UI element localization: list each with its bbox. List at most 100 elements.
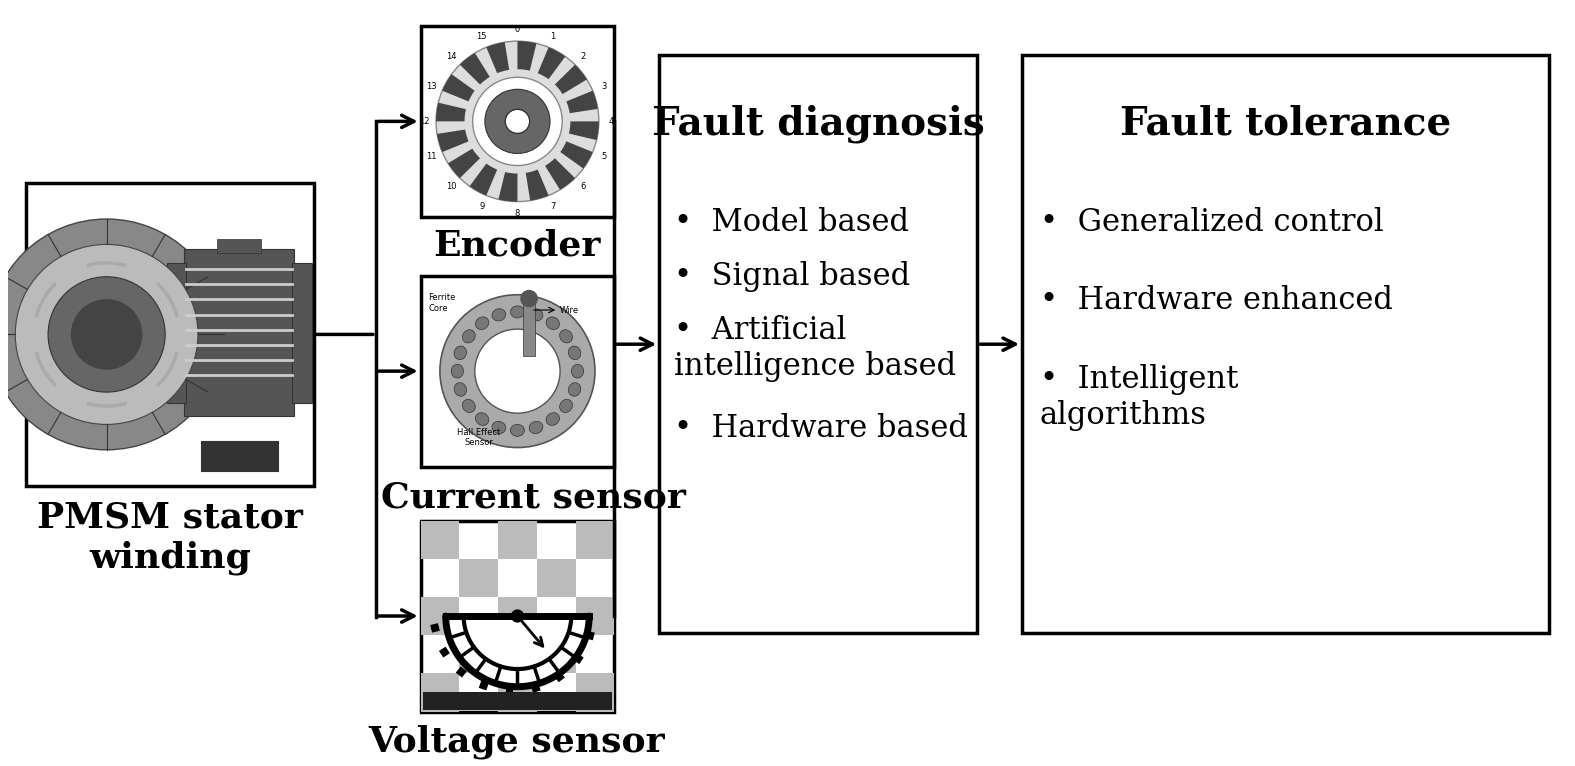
- Bar: [25, 182, 313, 486]
- Text: 5: 5: [602, 152, 606, 161]
- Circle shape: [485, 90, 550, 153]
- Circle shape: [436, 41, 598, 201]
- Bar: [217, 239, 261, 253]
- Bar: [202, 440, 277, 471]
- Text: Wire: Wire: [561, 306, 580, 315]
- Wedge shape: [554, 64, 587, 94]
- Bar: [421, 26, 614, 217]
- Circle shape: [506, 110, 529, 133]
- Ellipse shape: [569, 346, 581, 360]
- Text: 7: 7: [551, 202, 556, 211]
- Text: Voltage sensor: Voltage sensor: [369, 724, 665, 759]
- Bar: [421, 673, 460, 712]
- Text: •  Hardware based: • Hardware based: [674, 413, 969, 444]
- Text: 14: 14: [446, 52, 457, 61]
- Polygon shape: [446, 616, 589, 686]
- Bar: [1022, 55, 1548, 633]
- Wedge shape: [460, 53, 490, 84]
- Text: Encoder: Encoder: [433, 228, 600, 263]
- Bar: [479, 680, 488, 690]
- Text: 3: 3: [602, 82, 606, 90]
- Text: Current sensor: Current sensor: [381, 480, 685, 514]
- Bar: [498, 521, 537, 558]
- Text: •  Hardware enhanced: • Hardware enhanced: [1040, 286, 1392, 316]
- Wedge shape: [443, 74, 474, 101]
- Wedge shape: [569, 121, 598, 140]
- Text: 10: 10: [446, 182, 457, 191]
- Bar: [460, 635, 498, 673]
- Ellipse shape: [569, 383, 581, 396]
- Bar: [575, 673, 614, 712]
- Bar: [184, 250, 295, 417]
- Ellipse shape: [547, 413, 559, 425]
- Text: 6: 6: [581, 182, 586, 191]
- Wedge shape: [545, 159, 575, 190]
- Ellipse shape: [452, 365, 463, 378]
- Ellipse shape: [491, 421, 506, 434]
- Bar: [575, 521, 614, 558]
- Ellipse shape: [547, 317, 559, 329]
- Wedge shape: [567, 90, 598, 113]
- Bar: [167, 263, 186, 403]
- Text: •  Intelligent
algorithms: • Intelligent algorithms: [1040, 364, 1238, 430]
- Bar: [531, 683, 540, 693]
- Ellipse shape: [559, 399, 572, 413]
- Text: Fault diagnosis: Fault diagnosis: [652, 104, 984, 142]
- Wedge shape: [498, 172, 518, 201]
- Text: 12: 12: [419, 117, 430, 126]
- Text: 2: 2: [581, 52, 586, 61]
- Text: •  Artificial
intelligence based: • Artificial intelligence based: [674, 315, 956, 381]
- Text: Ferrite
Core: Ferrite Core: [428, 293, 455, 313]
- Bar: [498, 673, 537, 712]
- Text: Hall Effect
Sensor: Hall Effect Sensor: [457, 427, 501, 447]
- Bar: [421, 521, 614, 712]
- Ellipse shape: [476, 413, 488, 425]
- Ellipse shape: [491, 309, 506, 321]
- Wedge shape: [487, 42, 509, 74]
- Wedge shape: [436, 129, 468, 152]
- Text: 4: 4: [608, 117, 613, 126]
- Bar: [658, 55, 976, 633]
- Ellipse shape: [510, 424, 524, 437]
- Text: 0: 0: [515, 25, 520, 34]
- Bar: [537, 635, 575, 673]
- Circle shape: [474, 329, 561, 413]
- Ellipse shape: [454, 346, 466, 360]
- Ellipse shape: [510, 306, 524, 318]
- Bar: [439, 647, 450, 657]
- Ellipse shape: [559, 329, 572, 343]
- Text: 9: 9: [479, 202, 485, 211]
- Circle shape: [512, 611, 523, 622]
- Bar: [573, 653, 584, 664]
- Ellipse shape: [454, 383, 466, 396]
- Bar: [422, 692, 613, 709]
- Wedge shape: [447, 149, 480, 178]
- Wedge shape: [469, 164, 498, 195]
- Bar: [455, 666, 466, 677]
- Bar: [537, 558, 575, 597]
- Text: •  Model based: • Model based: [674, 207, 909, 238]
- Text: Fault tolerance: Fault tolerance: [1120, 104, 1451, 142]
- Text: 11: 11: [425, 152, 436, 161]
- Circle shape: [71, 300, 142, 369]
- Circle shape: [472, 77, 562, 165]
- Ellipse shape: [529, 421, 543, 434]
- Circle shape: [521, 290, 537, 306]
- Wedge shape: [561, 142, 592, 169]
- Bar: [498, 597, 537, 635]
- Circle shape: [439, 295, 595, 447]
- Text: PMSM stator
winding: PMSM stator winding: [38, 501, 302, 574]
- Ellipse shape: [476, 317, 488, 329]
- Bar: [421, 597, 460, 635]
- Bar: [586, 630, 595, 640]
- Wedge shape: [518, 41, 537, 70]
- Text: •  Signal based: • Signal based: [674, 261, 910, 292]
- Bar: [460, 558, 498, 597]
- Bar: [554, 671, 565, 683]
- Bar: [421, 276, 614, 466]
- Bar: [523, 299, 536, 356]
- Circle shape: [49, 277, 165, 392]
- Wedge shape: [526, 169, 548, 201]
- Wedge shape: [436, 103, 466, 121]
- Wedge shape: [537, 47, 565, 79]
